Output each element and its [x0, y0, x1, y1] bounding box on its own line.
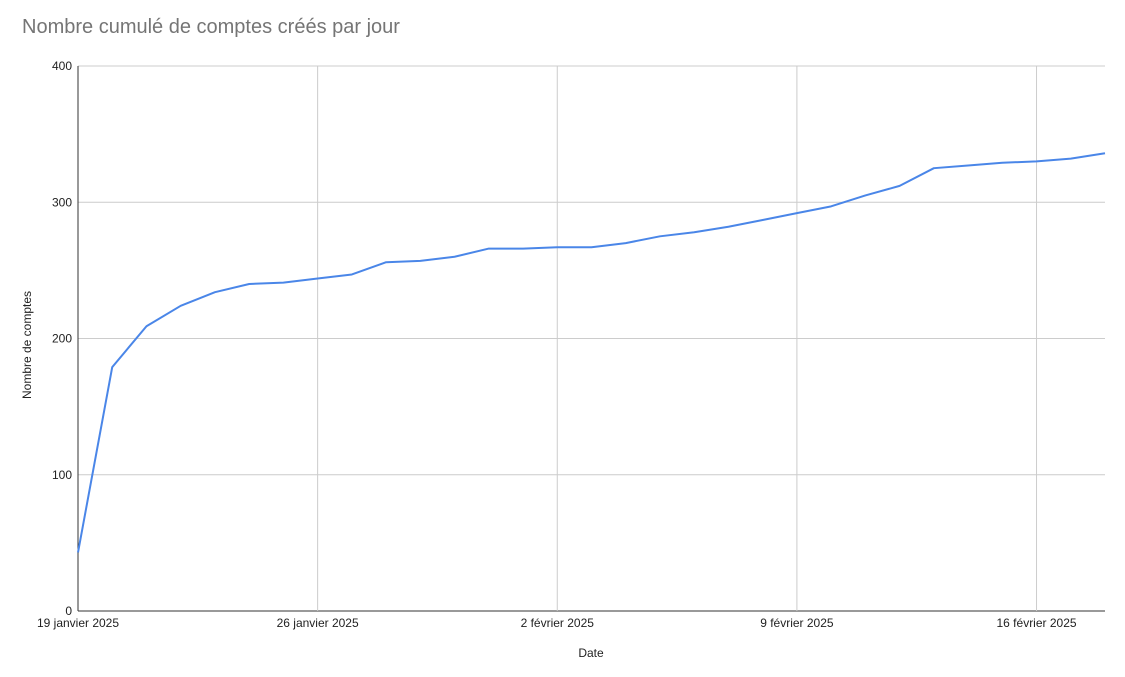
- x-axis-label: Date: [578, 646, 604, 660]
- x-tick-label: 16 février 2025: [997, 616, 1077, 630]
- y-axis-label: Nombre de comptes: [20, 291, 34, 399]
- y-tick-label: 200: [52, 332, 72, 346]
- x-tick-label: 9 février 2025: [760, 616, 834, 630]
- x-tick-label: 19 janvier 2025: [37, 616, 119, 630]
- y-tick-label: 300: [52, 195, 72, 209]
- y-tick-label: 0: [65, 604, 72, 618]
- x-tick-label: 2 février 2025: [521, 616, 595, 630]
- y-tick-label: 100: [52, 468, 72, 482]
- chart-title: Nombre cumulé de comptes créés par jour: [22, 16, 400, 38]
- y-tick-label: 400: [52, 59, 72, 73]
- x-tick-label: 26 janvier 2025: [277, 616, 359, 630]
- data-line: [77, 152, 1106, 553]
